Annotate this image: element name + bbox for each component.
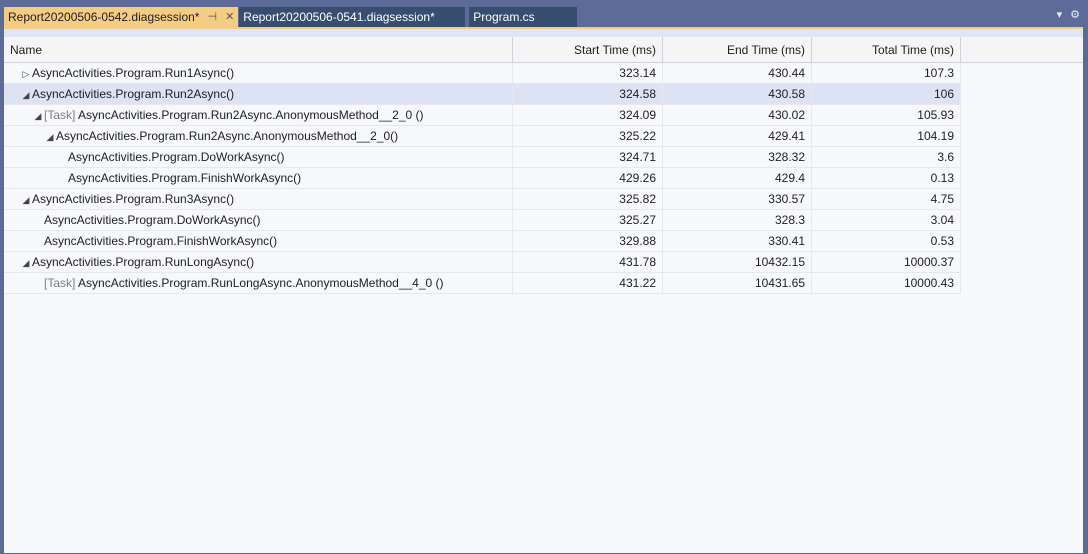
task-tag: [Task] bbox=[44, 276, 76, 290]
start-time-cell: 323.14 bbox=[513, 63, 663, 83]
start-time-cell: 325.22 bbox=[513, 126, 663, 146]
collapse-arrow-icon[interactable]: ◢ bbox=[22, 258, 30, 268]
activity-panel: Name Start Time (ms) End Time (ms) Total… bbox=[4, 29, 1083, 553]
table-row[interactable]: AsyncActivities.Program.FinishWorkAsync(… bbox=[4, 168, 961, 189]
end-time-cell: 328.3 bbox=[663, 210, 812, 230]
table-row[interactable]: AsyncActivities.Program.FinishWorkAsync(… bbox=[4, 231, 961, 252]
tab-label: Report20200506-0542.diagsession* bbox=[8, 10, 200, 24]
table-body: ▷ AsyncActivities.Program.Run1Async() 323… bbox=[4, 63, 1083, 294]
tab-program-cs[interactable]: Program.cs bbox=[469, 7, 578, 27]
total-time-cell: 0.53 bbox=[812, 231, 961, 251]
method-name: AsyncActivities.Program.DoWorkAsync() bbox=[68, 150, 285, 164]
start-time-cell: 429.26 bbox=[513, 168, 663, 188]
start-time-cell: 325.82 bbox=[513, 189, 663, 209]
dropdown-icon[interactable]: ▾ bbox=[1056, 9, 1063, 21]
table-row[interactable]: ◢ [Task] AsyncActivities.Program.Run2Asyn… bbox=[4, 105, 961, 126]
name-cell: AsyncActivities.Program.DoWorkAsync() bbox=[4, 210, 513, 230]
method-name: AsyncActivities.Program.Run1Async() bbox=[32, 66, 235, 80]
method-name: AsyncActivities.Program.DoWorkAsync() bbox=[44, 213, 261, 227]
method-name: AsyncActivities.Program.Run2Async.Anonym… bbox=[78, 108, 424, 122]
name-cell: ◢ AsyncActivities.Program.Run2Async() bbox=[4, 84, 513, 104]
start-time-cell: 325.27 bbox=[513, 210, 663, 230]
start-time-cell: 431.78 bbox=[513, 252, 663, 272]
end-time-cell: 328.32 bbox=[663, 147, 812, 167]
name-cell: [Task] AsyncActivities.Program.RunLongAs… bbox=[4, 273, 513, 293]
pin-icon[interactable]: ⊣ bbox=[207, 11, 218, 23]
table-row[interactable]: ◢ AsyncActivities.Program.Run2Async() 324… bbox=[4, 84, 961, 105]
expand-arrow-icon[interactable]: ▷ bbox=[22, 69, 30, 79]
tab-report-0542[interactable]: Report20200506-0542.diagsession* ⊣ ✕ bbox=[4, 7, 239, 27]
tab-report-0541[interactable]: Report20200506-0541.diagsession* bbox=[239, 7, 466, 27]
total-time-cell: 10000.43 bbox=[812, 273, 961, 293]
end-time-cell: 430.44 bbox=[663, 63, 812, 83]
name-cell: ◢ AsyncActivities.Program.Run2Async.Anony… bbox=[4, 126, 513, 146]
table-header: Name Start Time (ms) End Time (ms) Total… bbox=[4, 37, 1083, 63]
gear-icon[interactable]: ⚙ bbox=[1070, 9, 1080, 21]
column-header-end[interactable]: End Time (ms) bbox=[663, 37, 812, 62]
table-row[interactable]: AsyncActivities.Program.DoWorkAsync() 32… bbox=[4, 147, 961, 168]
end-time-cell: 430.58 bbox=[663, 84, 812, 104]
collapse-arrow-icon[interactable]: ◢ bbox=[22, 195, 30, 205]
table-row[interactable]: [Task] AsyncActivities.Program.RunLongAs… bbox=[4, 273, 961, 294]
start-time-cell: 324.09 bbox=[513, 105, 663, 125]
document-tabs: Report20200506-0542.diagsession* ⊣ ✕ Rep… bbox=[4, 7, 581, 27]
name-cell: ◢ AsyncActivities.Program.RunLongAsync() bbox=[4, 252, 513, 272]
column-header-start[interactable]: Start Time (ms) bbox=[513, 37, 663, 62]
collapse-arrow-icon[interactable]: ◢ bbox=[46, 132, 54, 142]
total-time-cell: 4.75 bbox=[812, 189, 961, 209]
name-cell: AsyncActivities.Program.DoWorkAsync() bbox=[4, 147, 513, 167]
total-time-cell: 105.93 bbox=[812, 105, 961, 125]
name-cell: AsyncActivities.Program.FinishWorkAsync(… bbox=[4, 231, 513, 251]
tab-label: Report20200506-0541.diagsession* bbox=[243, 10, 435, 24]
total-time-cell: 3.6 bbox=[812, 147, 961, 167]
start-time-cell: 324.58 bbox=[513, 84, 663, 104]
method-name: AsyncActivities.Program.Run2Async.Anonym… bbox=[56, 129, 399, 143]
end-time-cell: 10432.15 bbox=[663, 252, 812, 272]
tab-underline bbox=[4, 27, 1083, 29]
method-name: AsyncActivities.Program.Run3Async() bbox=[32, 192, 235, 206]
table-row[interactable]: ◢ AsyncActivities.Program.Run3Async() 325… bbox=[4, 189, 961, 210]
start-time-cell: 329.88 bbox=[513, 231, 663, 251]
end-time-cell: 330.41 bbox=[663, 231, 812, 251]
total-time-cell: 104.19 bbox=[812, 126, 961, 146]
total-time-cell: 3.04 bbox=[812, 210, 961, 230]
end-time-cell: 10431.65 bbox=[663, 273, 812, 293]
name-cell: ▷ AsyncActivities.Program.Run1Async() bbox=[4, 63, 513, 83]
table-row[interactable]: ◢ AsyncActivities.Program.Run2Async.Anony… bbox=[4, 126, 961, 147]
task-tag: [Task] bbox=[44, 108, 76, 122]
table-row[interactable]: ▷ AsyncActivities.Program.Run1Async() 323… bbox=[4, 63, 961, 84]
collapse-arrow-icon[interactable]: ◢ bbox=[22, 90, 30, 100]
name-cell: AsyncActivities.Program.FinishWorkAsync(… bbox=[4, 168, 513, 188]
column-header-total[interactable]: Total Time (ms) bbox=[812, 37, 961, 62]
method-name: AsyncActivities.Program.FinishWorkAsync(… bbox=[44, 234, 278, 248]
total-time-cell: 107.3 bbox=[812, 63, 961, 83]
table-row[interactable]: AsyncActivities.Program.DoWorkAsync() 32… bbox=[4, 210, 961, 231]
name-cell: ◢ [Task] AsyncActivities.Program.Run2Asyn… bbox=[4, 105, 513, 125]
column-header-name[interactable]: Name bbox=[4, 37, 513, 62]
name-cell: ◢ AsyncActivities.Program.Run3Async() bbox=[4, 189, 513, 209]
method-name: AsyncActivities.Program.FinishWorkAsync(… bbox=[68, 171, 302, 185]
total-time-cell: 10000.37 bbox=[812, 252, 961, 272]
method-name: AsyncActivities.Program.RunLongAsync() bbox=[32, 255, 255, 269]
start-time-cell: 431.22 bbox=[513, 273, 663, 293]
method-name: AsyncActivities.Program.Run2Async() bbox=[32, 87, 235, 101]
start-time-cell: 324.71 bbox=[513, 147, 663, 167]
end-time-cell: 430.02 bbox=[663, 105, 812, 125]
close-icon[interactable]: ✕ bbox=[225, 11, 235, 23]
tab-label: Program.cs bbox=[473, 10, 535, 24]
total-time-cell: 0.13 bbox=[812, 168, 961, 188]
toolbar-band bbox=[4, 29, 1083, 37]
table-row[interactable]: ◢ AsyncActivities.Program.RunLongAsync() … bbox=[4, 252, 961, 273]
end-time-cell: 429.4 bbox=[663, 168, 812, 188]
collapse-arrow-icon[interactable]: ◢ bbox=[34, 111, 42, 121]
total-time-cell: 106 bbox=[812, 84, 961, 104]
method-name: AsyncActivities.Program.RunLongAsync.Ano… bbox=[78, 276, 444, 290]
end-time-cell: 429.41 bbox=[663, 126, 812, 146]
end-time-cell: 330.57 bbox=[663, 189, 812, 209]
